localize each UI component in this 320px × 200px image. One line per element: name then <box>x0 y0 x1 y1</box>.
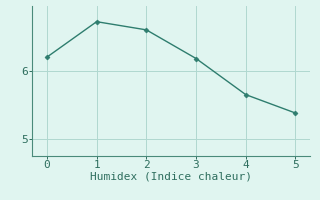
X-axis label: Humidex (Indice chaleur): Humidex (Indice chaleur) <box>90 172 252 182</box>
